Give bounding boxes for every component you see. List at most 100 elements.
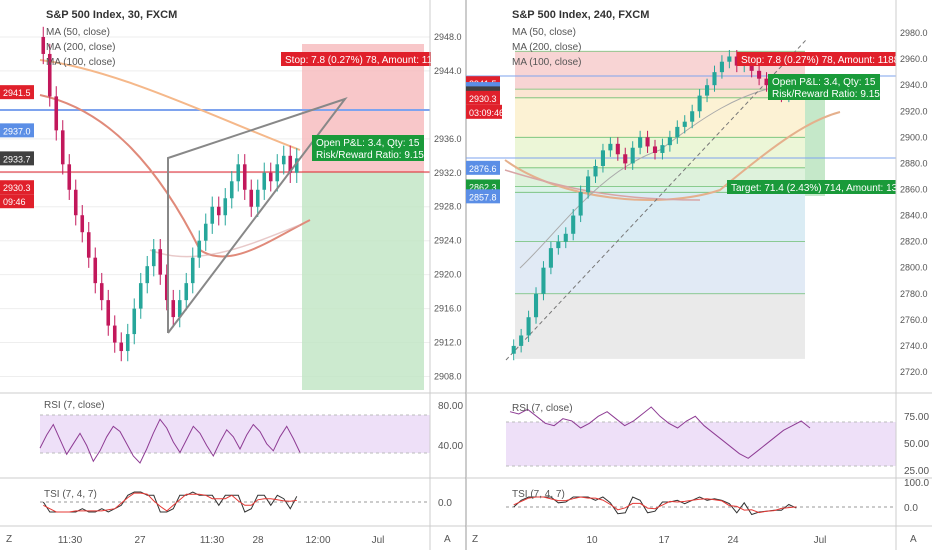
left-y-tick: 2924.0 xyxy=(434,236,462,246)
right-price-badge xyxy=(466,104,502,119)
right-y-tick: 2780.0 xyxy=(900,289,928,299)
left-candle xyxy=(171,300,176,318)
left-candle xyxy=(249,189,254,207)
right-y-tick: 2720.0 xyxy=(900,367,928,377)
right-fib-zones xyxy=(515,50,805,359)
right-price-badge-text: 2857.8 xyxy=(469,192,497,202)
right-fib-band xyxy=(515,137,805,168)
left-candle xyxy=(47,53,52,97)
right-rsi-line xyxy=(509,406,811,459)
right-candle xyxy=(608,143,613,151)
left-y-tick: 2932.0 xyxy=(434,168,462,178)
left-price-badge xyxy=(0,151,34,166)
rising-wedge-pattern xyxy=(167,97,348,334)
left-y-tick: 2920.0 xyxy=(434,270,462,280)
left-candle xyxy=(86,232,91,258)
left-candle xyxy=(203,223,208,241)
left-rsi-line xyxy=(39,418,301,464)
right-x-tick-label: Jul xyxy=(814,535,827,546)
left-ma-legend-1: MA (50, close) xyxy=(46,27,110,38)
right-ma-legend-1: MA (50, close) xyxy=(512,27,576,38)
left-candle xyxy=(138,283,143,309)
right-rsi-tick-50: 50.00 xyxy=(904,439,929,450)
left-candle xyxy=(236,164,241,182)
right-price-badge xyxy=(466,189,500,204)
left-x-tick-label: 11:30 xyxy=(200,535,225,546)
left-candle xyxy=(125,334,130,352)
left-candle xyxy=(41,36,46,54)
left-candle xyxy=(54,96,59,131)
right-candle xyxy=(593,166,598,177)
right-candle xyxy=(638,137,643,148)
left-candle xyxy=(223,198,228,216)
left-price-badge xyxy=(0,85,34,100)
right-rsi-band xyxy=(506,422,896,466)
right-pnl-label: Open P&L: 3.4, Qty: 15 xyxy=(772,77,876,88)
right-rsi-tick-75: 75.00 xyxy=(904,412,929,423)
right-price-badge-text: 03:09:46 xyxy=(469,108,504,118)
right-rsi-label: RSI (7, close) xyxy=(512,403,573,414)
left-candle xyxy=(281,155,286,165)
left-tsi-signal xyxy=(43,492,297,513)
left-time-axis: 11:30 27 11:30 28 12:00 Jul xyxy=(58,535,385,546)
right-x-tick-label: 17 xyxy=(658,535,670,546)
right-tsi-tick-0: 0.0 xyxy=(904,503,918,514)
left-price-badge xyxy=(0,123,34,138)
left-candle xyxy=(262,172,267,190)
left-price-badge-text: 09:46 xyxy=(3,197,26,207)
left-candle xyxy=(119,342,124,352)
right-candle xyxy=(615,143,620,155)
right-candle xyxy=(675,126,680,138)
right-x-tick-label: 10 xyxy=(586,535,598,546)
right-corner-a[interactable]: A xyxy=(910,534,917,545)
left-candle xyxy=(145,266,150,284)
right-price-badge xyxy=(466,160,500,175)
right-candle xyxy=(578,192,583,216)
right-price-axis: 2980.0 2960.0 2940.0 2920.0 2900.0 2880.0 2860… xyxy=(900,28,928,377)
left-candle xyxy=(158,249,163,275)
left-price-badge-text: 2941.5 xyxy=(3,88,31,98)
right-rr-label: Risk/Reward Ratio: 9.15 xyxy=(772,89,880,100)
left-candle xyxy=(60,130,65,165)
left-candle xyxy=(80,215,85,233)
left-candle xyxy=(73,189,78,216)
left-corner-a[interactable]: A xyxy=(444,534,451,545)
right-price-badge-text: 2930.3 xyxy=(469,94,497,104)
left-candle xyxy=(197,240,202,258)
right-candle xyxy=(660,145,665,153)
right-symbol-title: S&P 500 Index, 240, FXCM xyxy=(512,9,649,21)
right-candle xyxy=(645,137,650,147)
right-candle xyxy=(556,241,561,249)
left-rsi-tick-40: 40.00 xyxy=(438,441,463,452)
right-candle xyxy=(571,215,576,234)
right-candle xyxy=(548,248,553,268)
right-y-tick: 2800.0 xyxy=(900,263,928,273)
left-candle xyxy=(132,308,137,335)
left-candle xyxy=(99,283,104,301)
left-candle xyxy=(93,257,98,284)
right-tsi-tick-100: 100.0 xyxy=(904,478,929,489)
right-price-badge-text: 2876.6 xyxy=(469,164,497,174)
left-rr-label: Risk/Reward Ratio: 9.15 xyxy=(316,150,424,161)
left-candle xyxy=(255,189,260,207)
left-candle xyxy=(177,300,182,318)
left-x-tick-label: 12:00 xyxy=(305,535,330,546)
left-candle xyxy=(229,181,234,199)
right-y-tick: 2820.0 xyxy=(900,237,928,247)
left-y-tick: 2908.0 xyxy=(434,372,462,382)
right-candle xyxy=(764,78,769,86)
right-pnl-box xyxy=(768,74,880,100)
left-corner-z[interactable]: Z xyxy=(6,534,12,545)
right-price-badge-text: 2862.3 xyxy=(469,182,497,192)
left-price-axis: 2948.0 2944.0 2936.0 2932.0 2928.0 2924.0 2920… xyxy=(434,32,462,382)
right-candle xyxy=(712,72,717,86)
left-ma50-line xyxy=(39,59,301,151)
right-y-tick: 2840.0 xyxy=(900,211,928,221)
right-y-tick: 2760.0 xyxy=(900,315,928,325)
left-y-tick: 2948.0 xyxy=(434,32,462,42)
right-y-tick: 2980.0 xyxy=(900,28,928,38)
left-rsi-tick-80: 80.00 xyxy=(438,401,463,412)
right-y-tick: 2900.0 xyxy=(900,132,928,142)
right-price-badges: 2941.52937.02933.72930.303:09:462876.628… xyxy=(466,76,504,204)
right-corner-z[interactable]: Z xyxy=(472,534,478,545)
